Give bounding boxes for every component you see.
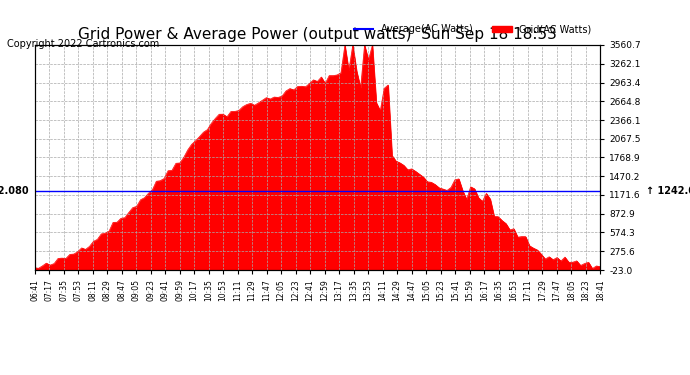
Text: ↑ 1242.080: ↑ 1242.080 bbox=[646, 186, 690, 196]
Text: ↑ 1242.080: ↑ 1242.080 bbox=[0, 186, 29, 196]
Title: Grid Power & Average Power (output watts)  Sun Sep 18 18:53: Grid Power & Average Power (output watts… bbox=[78, 27, 557, 42]
Text: Copyright 2022 Cartronics.com: Copyright 2022 Cartronics.com bbox=[7, 39, 159, 50]
Legend: Average(AC Watts), Grid(AC Watts): Average(AC Watts), Grid(AC Watts) bbox=[350, 21, 595, 38]
